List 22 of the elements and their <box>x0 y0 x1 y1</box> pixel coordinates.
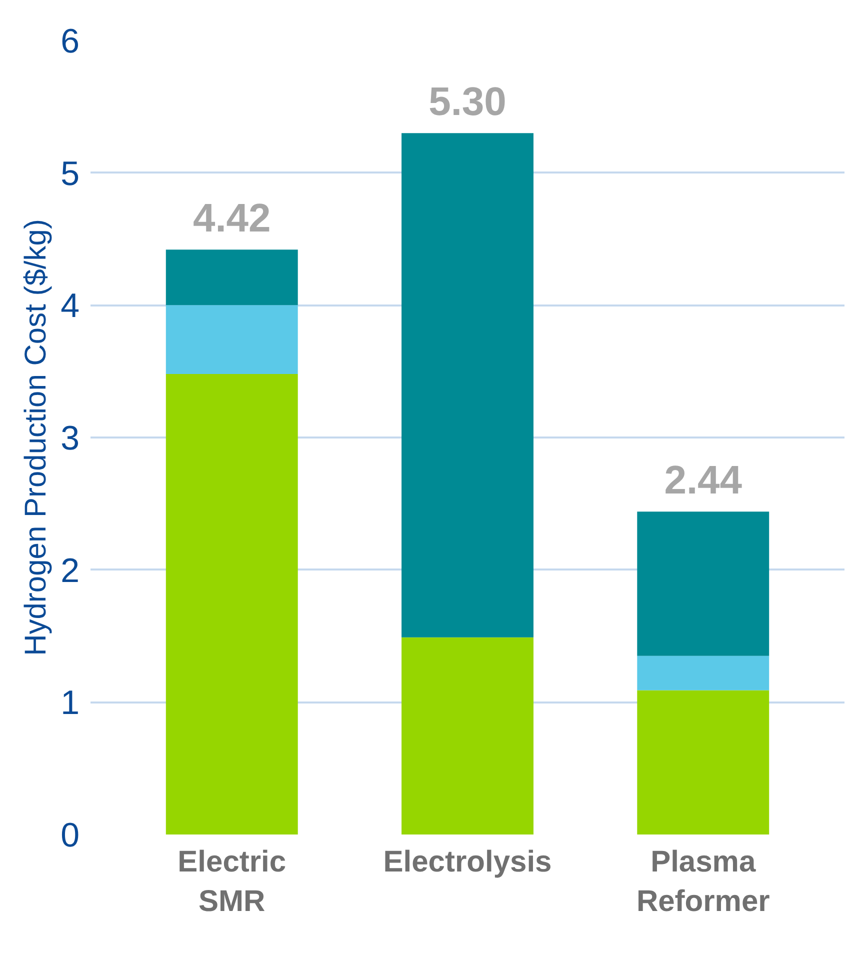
total-label: 4.42 <box>192 196 271 241</box>
y-tick-label: 6 <box>60 22 80 60</box>
bar <box>402 637 534 834</box>
x-tick-label: Electric SMR <box>178 846 286 918</box>
x-tick-label: Electrolysis <box>383 846 552 878</box>
bar <box>166 305 298 374</box>
bar <box>637 512 770 656</box>
y-tick-label: 2 <box>60 552 80 590</box>
y-tick-label: 4 <box>60 287 80 326</box>
bar <box>637 656 770 690</box>
bar <box>402 133 534 638</box>
bar <box>166 250 298 306</box>
y-axis-title: Hydrogen Production Cost ($/kg) <box>20 219 53 656</box>
y-tick-label: 5 <box>60 154 80 193</box>
y-tick-label: 1 <box>60 684 80 722</box>
y-tick-label: 0 <box>60 816 80 854</box>
total-label: 2.44 <box>664 458 743 503</box>
bar <box>166 374 298 834</box>
x-tick-label: Plasma Reformer <box>636 846 770 918</box>
y-tick-label: 3 <box>60 420 80 458</box>
total-label: 5.30 <box>428 80 506 124</box>
bar <box>637 690 770 834</box>
